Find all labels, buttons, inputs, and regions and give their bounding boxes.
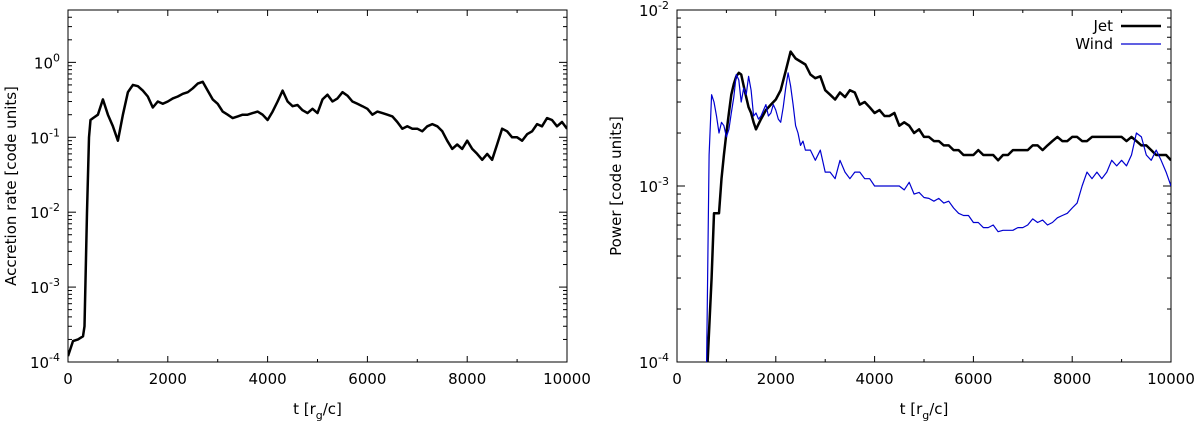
x-tick-label: 10000 xyxy=(543,370,591,388)
wind-series-line xyxy=(706,72,1171,362)
x-axis-label: t [rg/c] xyxy=(293,400,342,422)
plot-frame xyxy=(676,9,1172,363)
x-tick-label: 4000 xyxy=(249,370,287,388)
y-tick-label: 10-3 xyxy=(639,175,669,196)
x-tick-label: 4000 xyxy=(856,370,894,388)
x-tick-label: 10000 xyxy=(1147,370,1195,388)
y-tick-label: 10-4 xyxy=(639,351,669,372)
y-tick-label: 10-4 xyxy=(30,351,60,372)
x-tick-label: 6000 xyxy=(954,370,992,388)
x-tick-label: 0 xyxy=(672,370,682,388)
accretion-rate-series-line xyxy=(68,80,567,357)
x-tick-label: 8000 xyxy=(1053,370,1091,388)
jet-series-line xyxy=(706,50,1171,362)
plot-frame xyxy=(67,9,568,363)
x-tick-label: 8000 xyxy=(448,370,486,388)
x-tick-label: 0 xyxy=(63,370,73,388)
y-tick-label: 10-2 xyxy=(639,0,669,20)
legend-label-wind: Wind xyxy=(1075,35,1113,53)
x-axis-label: t [rg/c] xyxy=(900,400,949,422)
x-tick-label: 6000 xyxy=(348,370,386,388)
power-panel: 0 2000 4000 6000 8000 10000 10-4 10-3 10-2 t [rg/… xyxy=(607,0,1195,422)
y-axis-label: Accretion rate [code units] xyxy=(2,86,20,286)
y-axis-label: Power [code units] xyxy=(607,116,625,256)
x-tick-label: 2000 xyxy=(757,370,795,388)
y-tick-label: 10-3 xyxy=(30,276,60,297)
y-tick-label: 10-2 xyxy=(30,201,60,222)
legend-label-jet: Jet xyxy=(1092,17,1113,35)
y-tick-label: 10-1 xyxy=(30,126,60,147)
y-tick-label: 100 xyxy=(34,51,60,72)
x-tick-label: 2000 xyxy=(149,370,187,388)
accretion-rate-panel: 0 2000 4000 6000 8000 10000 10-4 10-3 10-2 10-1 10… xyxy=(2,9,591,422)
